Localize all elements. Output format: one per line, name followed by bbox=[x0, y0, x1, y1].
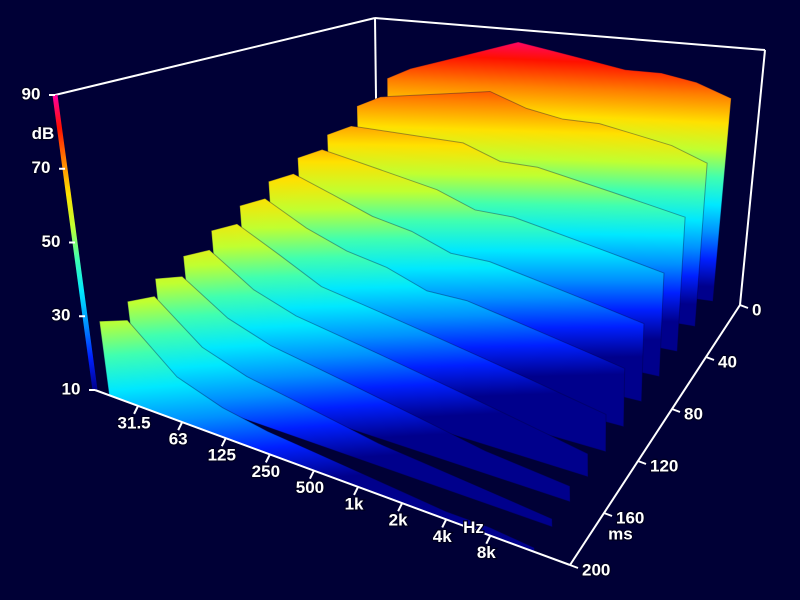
t-axis-label: ms bbox=[608, 525, 633, 544]
box-edge bbox=[54, 17, 376, 96]
z-tick-label: 70 bbox=[32, 158, 51, 177]
x-tick bbox=[353, 486, 359, 496]
z-tick-label: 10 bbox=[62, 379, 81, 398]
x-tick-label: 500 bbox=[296, 478, 324, 497]
x-tick bbox=[133, 405, 139, 415]
x-tick-label: 4k bbox=[433, 527, 452, 546]
box-edge bbox=[374, 17, 766, 51]
x-tick-label: 1k bbox=[345, 494, 364, 513]
t-tick bbox=[671, 408, 681, 413]
t-tick-label: 120 bbox=[650, 456, 678, 475]
x-axis-label: Hz bbox=[463, 518, 484, 537]
t-tick-label: 0 bbox=[752, 300, 761, 319]
t-tick-label: 40 bbox=[718, 352, 737, 371]
t-tick bbox=[603, 512, 613, 517]
x-tick bbox=[397, 502, 404, 512]
x-tick-label: 250 bbox=[252, 462, 280, 481]
x-tick-label: 31.5 bbox=[118, 413, 151, 432]
surface-slice bbox=[98, 319, 535, 553]
x-tick-label: 125 bbox=[208, 446, 236, 465]
t-tick-label: 80 bbox=[684, 404, 703, 423]
t-tick bbox=[637, 460, 647, 465]
x-tick bbox=[220, 437, 227, 447]
t-tick-label: 160 bbox=[616, 508, 644, 527]
t-tick bbox=[739, 304, 749, 309]
x-tick bbox=[177, 421, 184, 431]
surface-slice bbox=[154, 275, 571, 503]
t-tick bbox=[569, 564, 579, 569]
t-axis bbox=[569, 304, 741, 566]
surface-slice bbox=[126, 295, 553, 528]
x-tick-label: 2k bbox=[389, 511, 408, 530]
t-tick-label: 200 bbox=[582, 560, 610, 579]
x-tick bbox=[485, 535, 492, 545]
t-tick bbox=[705, 356, 715, 361]
z-axis-label: dB bbox=[32, 124, 55, 143]
x-tick-label: 8k bbox=[477, 543, 496, 562]
x-tick-label: 63 bbox=[169, 430, 188, 449]
x-tick bbox=[441, 518, 448, 528]
x-tick bbox=[264, 453, 271, 463]
z-tick-label: 90 bbox=[22, 84, 41, 103]
z-tick-label: 50 bbox=[42, 232, 61, 251]
z-tick-label: 30 bbox=[52, 306, 71, 325]
x-axis bbox=[94, 389, 571, 566]
box-edge bbox=[739, 49, 766, 306]
surface-slice bbox=[210, 223, 607, 453]
x-tick bbox=[309, 470, 315, 480]
surface-slice bbox=[239, 197, 626, 428]
surface-slice bbox=[182, 249, 589, 478]
